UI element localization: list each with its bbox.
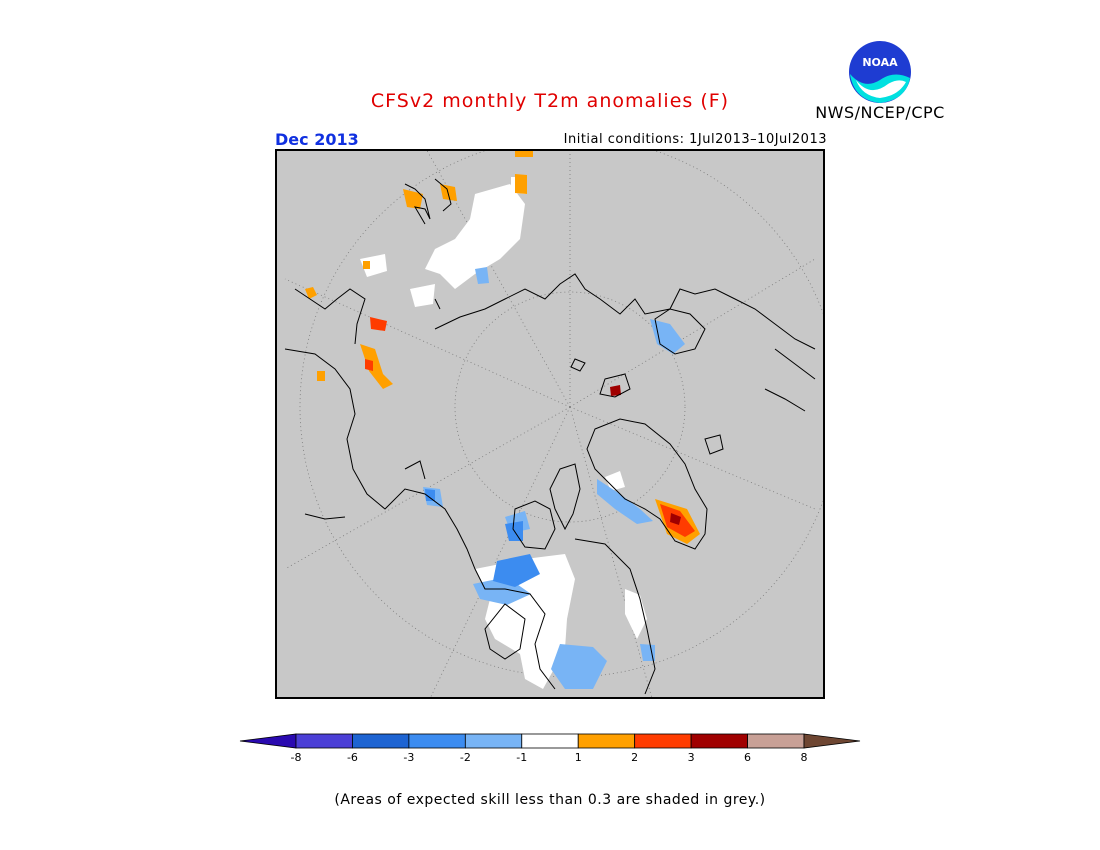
colorbar-bin [239,733,297,749]
colorbar-tick-label: 2 [631,751,638,764]
skill-footnote: (Areas of expected skill less than 0.3 a… [334,792,766,808]
colorbar-tick-label: 1 [575,751,582,764]
colorbar-tick-label: 6 [744,751,751,764]
noaa-logo-text: NOAA [862,56,898,69]
colorbar-tick-label: -3 [403,751,414,764]
colorbar-bins [239,733,861,749]
map-frame [275,149,825,699]
colorbar-bin [690,733,748,749]
agency-label: NWS/NCEP/CPC [815,103,945,122]
colorbar-tick-label: -2 [460,751,471,764]
colorbar-bin [577,733,636,749]
colorbar-bin [352,733,410,749]
colorbar-bin [295,733,353,749]
colorbar-tick-label: 8 [801,751,808,764]
colorbar-tick-label: -1 [516,751,527,764]
colorbar-bin [634,733,692,749]
map-title: CFSv2 monthly T2m anomalies (F) [370,90,730,112]
colorbar-bin [521,733,579,749]
colorbar-legend: -8 -6 -3 -2 -1 1 2 3 6 8 [239,733,861,764]
forecast-month: Dec 2013 [275,130,359,149]
colorbar-tick-label: -8 [291,751,302,764]
graticule [284,149,825,699]
initial-conditions: Initial conditions: 1Jul2013–10Jul2013 [563,132,827,147]
colorbar-tick-label: -6 [347,751,358,764]
noaa-logo: NOAA [849,41,911,103]
colorbar-tick-label: 3 [688,751,695,764]
colorbar-bin [803,733,861,749]
colorbar-bin [408,733,466,749]
colorbar-ticks: -8 -6 -3 -2 -1 1 2 3 6 8 [291,751,808,764]
colorbar-bin [747,733,805,749]
anomaly-dark-red [610,385,681,525]
polar-map [275,149,825,699]
coastlines [284,178,816,695]
colorbar-bin [464,733,523,749]
